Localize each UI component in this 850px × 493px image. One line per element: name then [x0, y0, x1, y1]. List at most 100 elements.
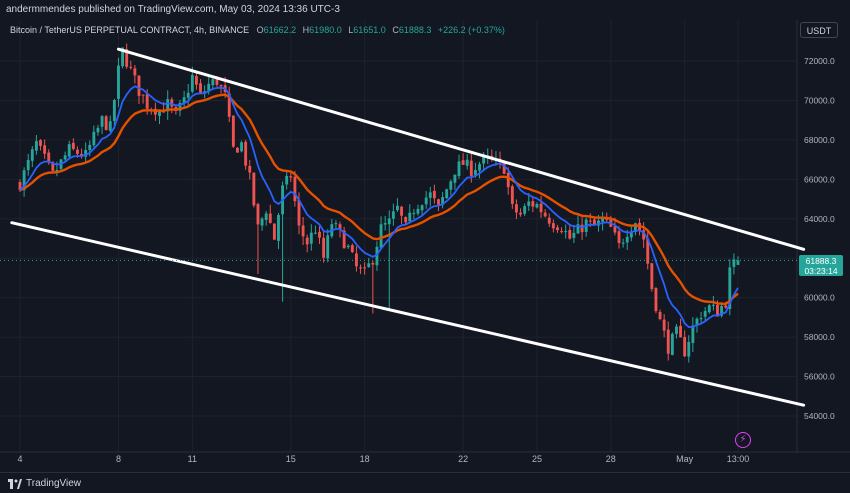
chart-background [0, 20, 850, 472]
candle-body [26, 160, 30, 171]
candle-body [428, 192, 432, 198]
candle-body [654, 288, 658, 312]
candle-body [309, 232, 313, 244]
candle-body [199, 83, 202, 93]
candle-body [39, 140, 42, 146]
x-tick-label: 22 [458, 454, 468, 464]
candle-body [617, 231, 621, 244]
candle-body [71, 142, 75, 149]
candle-body [219, 85, 223, 87]
candle-body [182, 97, 186, 104]
candle-body [76, 149, 79, 155]
price-chart[interactable]: 54000.056000.058000.060000.062000.064000… [0, 20, 850, 472]
candle-body [379, 224, 383, 248]
lightning-icon[interactable]: ⚡ [735, 432, 751, 448]
close-value: 61888.3 [398, 25, 432, 35]
ema-slow-line [19, 93, 739, 306]
candle-body [34, 141, 38, 151]
candle-body [564, 231, 568, 233]
x-tick-label: May [676, 454, 694, 464]
candle-body [256, 204, 260, 225]
candle-body [716, 304, 719, 317]
candle-body [478, 164, 481, 171]
candle-body [646, 238, 650, 264]
candle-body [293, 176, 297, 202]
candle-body [260, 218, 264, 226]
attribution-bar: andermmendes published on TradingView.co… [0, 0, 850, 20]
candle-body [47, 152, 51, 162]
candle-body [560, 231, 564, 233]
candle-body [137, 75, 141, 96]
candle-body [527, 201, 531, 206]
close-label: C [392, 25, 399, 35]
y-tick-label: 72000.0 [804, 56, 835, 66]
candle-body [22, 170, 26, 191]
tradingview-logo[interactable]: TradingView [8, 477, 81, 490]
x-tick-label: 28 [606, 454, 616, 464]
candle-body [699, 318, 703, 320]
channel-line-upper [116, 47, 806, 251]
x-tick-label: 15 [286, 454, 296, 464]
candle-body [96, 127, 100, 133]
candle-body [547, 217, 551, 224]
candle-body [691, 325, 695, 344]
candle-body [662, 319, 666, 331]
candle-body [736, 260, 740, 265]
candle-body [642, 230, 646, 240]
candle-body [453, 174, 457, 183]
candle-body [84, 150, 88, 157]
candle-body [215, 78, 219, 85]
candle-body [383, 223, 387, 225]
candle-body [469, 160, 473, 176]
candle-body [732, 259, 736, 267]
currency-selector[interactable]: USDT [800, 22, 838, 38]
candle-body [437, 199, 440, 205]
y-tick-label: 58000.0 [804, 332, 835, 342]
candle-body [67, 144, 71, 157]
candle-body [63, 155, 67, 160]
candle-body [313, 232, 317, 234]
candle-body [650, 263, 654, 290]
candle-body [350, 245, 354, 253]
candle-body [543, 212, 547, 217]
candle-body [342, 230, 346, 249]
candle-body [207, 83, 211, 92]
candle-body [227, 93, 231, 117]
candle-body [178, 102, 182, 111]
candle-body [666, 329, 670, 354]
candle-body [625, 236, 629, 243]
candle-body [404, 217, 408, 223]
candle-body [465, 159, 469, 166]
candle-body [687, 342, 691, 357]
x-tick-label: 25 [532, 454, 542, 464]
candle-body [412, 213, 416, 215]
candle-body [711, 304, 715, 306]
candle-body [194, 76, 198, 85]
footer-bar: TradingView [0, 472, 850, 493]
candle-body [658, 311, 662, 320]
tradingview-logo-icon [8, 478, 22, 489]
candle-body [104, 116, 108, 130]
candle-body [473, 169, 477, 175]
candle-body [375, 246, 379, 266]
candle-body [326, 235, 330, 259]
candle-body [190, 74, 194, 92]
x-tick-label: 8 [116, 454, 121, 464]
candle-body [580, 224, 584, 233]
candle-body [588, 220, 592, 222]
y-tick-label: 66000.0 [804, 174, 835, 184]
candle-body [346, 245, 350, 248]
candle-body [707, 305, 711, 313]
candle-body [502, 161, 506, 174]
y-tick-label: 64000.0 [804, 214, 835, 224]
candle-body [675, 326, 678, 334]
candle-body [55, 169, 59, 172]
candle-body [445, 189, 449, 199]
last-price-tag: 61888.3 03:23:14 [799, 255, 843, 276]
candle-body [597, 220, 600, 226]
candle-body [703, 310, 707, 317]
y-tick-label: 60000.0 [804, 293, 835, 303]
candle-body [145, 94, 149, 109]
last-price-value: 61888.3 [805, 256, 837, 266]
candle-body [240, 142, 243, 152]
